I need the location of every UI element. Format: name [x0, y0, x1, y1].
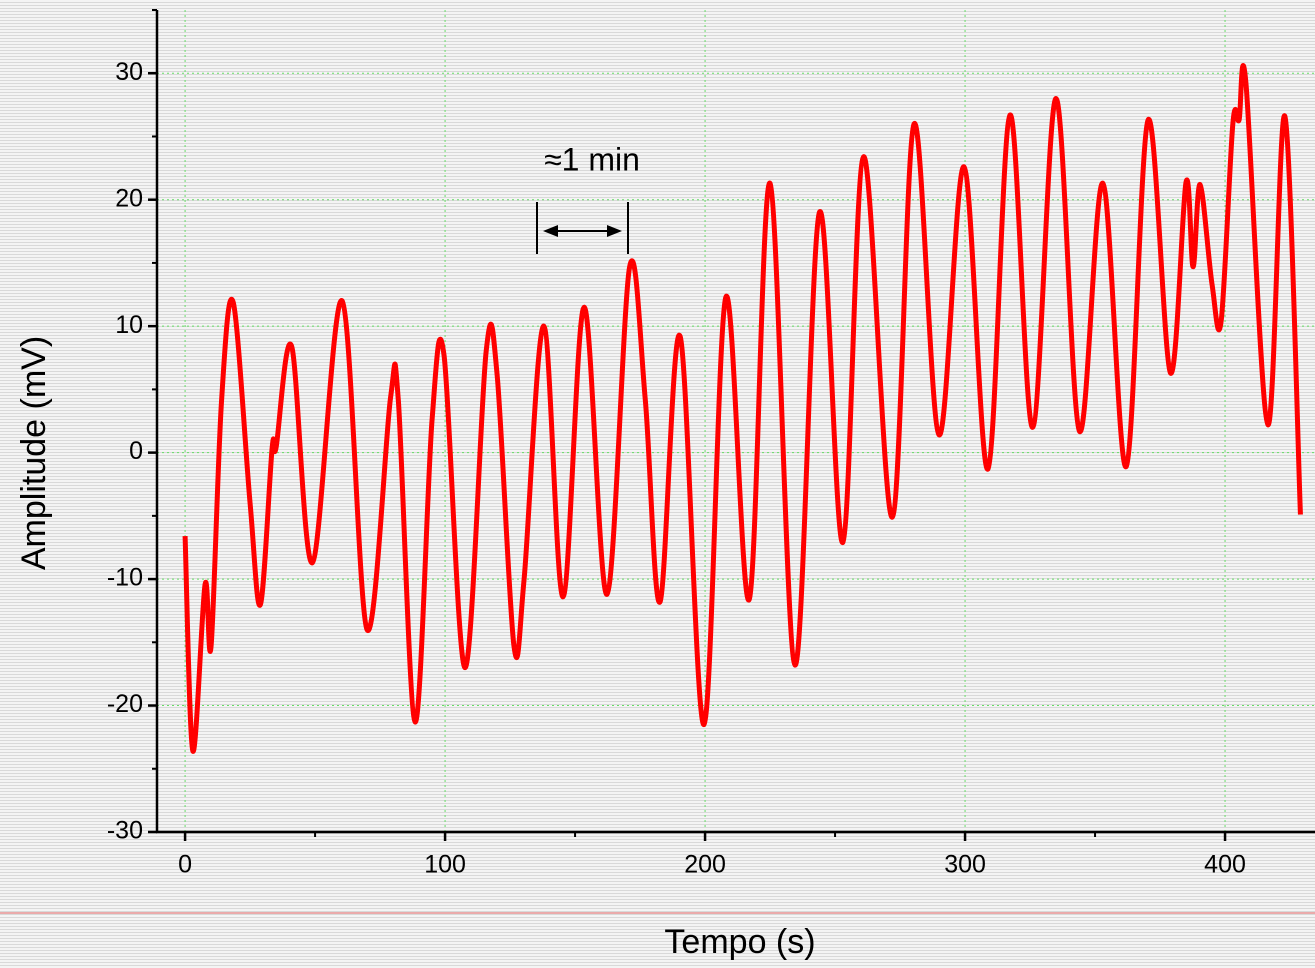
x-tick-label: 200 — [684, 851, 726, 879]
x-axis-title: Tempo (s) — [664, 923, 815, 961]
annotation-arrow — [536, 202, 629, 254]
y-tick-label: 10 — [115, 311, 143, 339]
y-axis-title: Amplitude (mV) — [15, 336, 53, 570]
x-tick-label: 100 — [424, 851, 466, 879]
x-tick-label: 300 — [944, 851, 986, 879]
y-tick-label: 0 — [129, 437, 143, 465]
x-tick-label: 400 — [1204, 851, 1246, 879]
y-tick-label: 20 — [115, 184, 143, 212]
y-tick-label: -10 — [107, 564, 143, 592]
data-line — [182, 63, 1303, 754]
y-tick-label: -20 — [107, 690, 143, 718]
y-tick-label: 30 — [115, 58, 143, 86]
y-tick-label: -30 — [107, 817, 143, 845]
x-tick-label: 0 — [178, 851, 192, 879]
annotation: ≈1 min — [544, 141, 640, 177]
